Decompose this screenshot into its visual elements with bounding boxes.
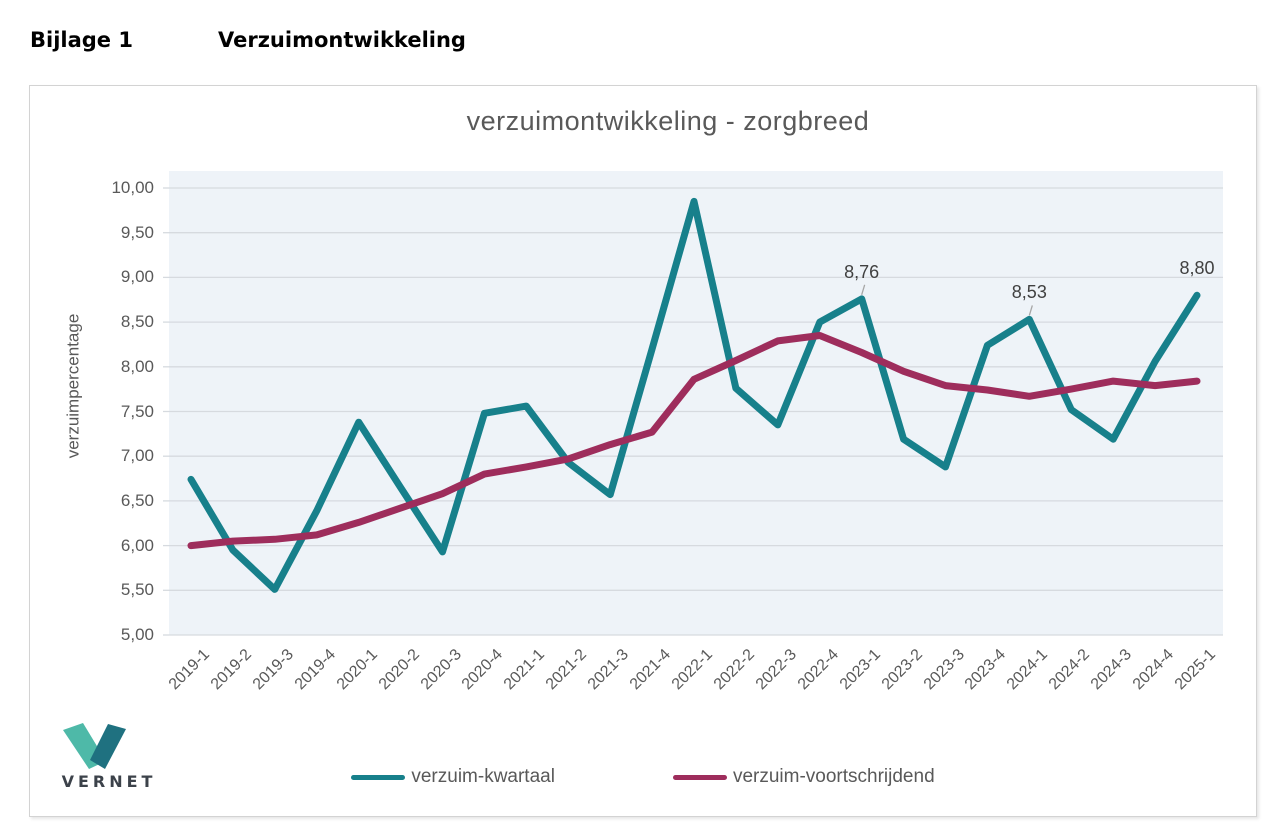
y-tick-label: 7,00 bbox=[120, 446, 154, 466]
data-label: 8,53 bbox=[1011, 282, 1047, 303]
heading-label: Bijlage 1 bbox=[30, 28, 133, 52]
y-tick-label: 8,00 bbox=[120, 356, 154, 376]
y-tick-label: 10,00 bbox=[111, 178, 154, 197]
data-label-leader bbox=[1028, 305, 1033, 316]
legend-item-kwartaal: verzuim-kwartaal bbox=[351, 766, 555, 788]
series-line-verzuim-voortschrijdend bbox=[187, 332, 1201, 550]
page-heading: Bijlage 1 Verzuimontwikkeling bbox=[0, 28, 1280, 58]
heading-title: Verzuimontwikkeling bbox=[218, 28, 466, 52]
data-label-leader bbox=[861, 284, 866, 296]
series-line-verzuim-kwartaal bbox=[187, 197, 1201, 593]
y-tick-label: 7,50 bbox=[120, 401, 154, 421]
y-tick-label: 6,00 bbox=[120, 535, 154, 555]
y-tick-label: 6,50 bbox=[120, 490, 154, 510]
data-label: 8,76 bbox=[844, 261, 880, 282]
legend-label-voortschrijdend: verzuim-voortschrijdend bbox=[732, 766, 935, 787]
legend-item-voortschrijdend: verzuim-voortschrijdend bbox=[672, 766, 935, 788]
legend-swatch-voortschrijdend bbox=[672, 774, 727, 780]
y-tick-label: 9,00 bbox=[120, 267, 154, 287]
vernet-logo-text: VERNET bbox=[61, 772, 157, 791]
chart-container: verzuimontwikkeling - zorgbreed verzuimp… bbox=[29, 85, 1257, 817]
y-tick-label: 8,50 bbox=[120, 312, 154, 332]
data-label: 8,80 bbox=[1179, 258, 1215, 279]
line-chart-plot bbox=[163, 171, 1223, 636]
chart-title: verzuimontwikkeling - zorgbreed bbox=[466, 106, 870, 136]
legend-label-kwartaal: verzuim-kwartaal bbox=[411, 766, 555, 787]
y-tick-label: 5,50 bbox=[120, 580, 154, 600]
vernet-logo: VERNET bbox=[44, 720, 174, 800]
y-tick-label: 5,00 bbox=[120, 625, 154, 644]
plot-area-background bbox=[169, 171, 1223, 635]
legend-swatch-kwartaal bbox=[351, 774, 406, 780]
y-tick-label: 9,50 bbox=[120, 222, 154, 242]
chart-legend: verzuim-kwartaal verzuim-voortschrijdend bbox=[30, 766, 1256, 788]
y-axis-title: verzuimpercentage bbox=[63, 313, 83, 459]
vernet-logo-icon bbox=[63, 723, 126, 769]
